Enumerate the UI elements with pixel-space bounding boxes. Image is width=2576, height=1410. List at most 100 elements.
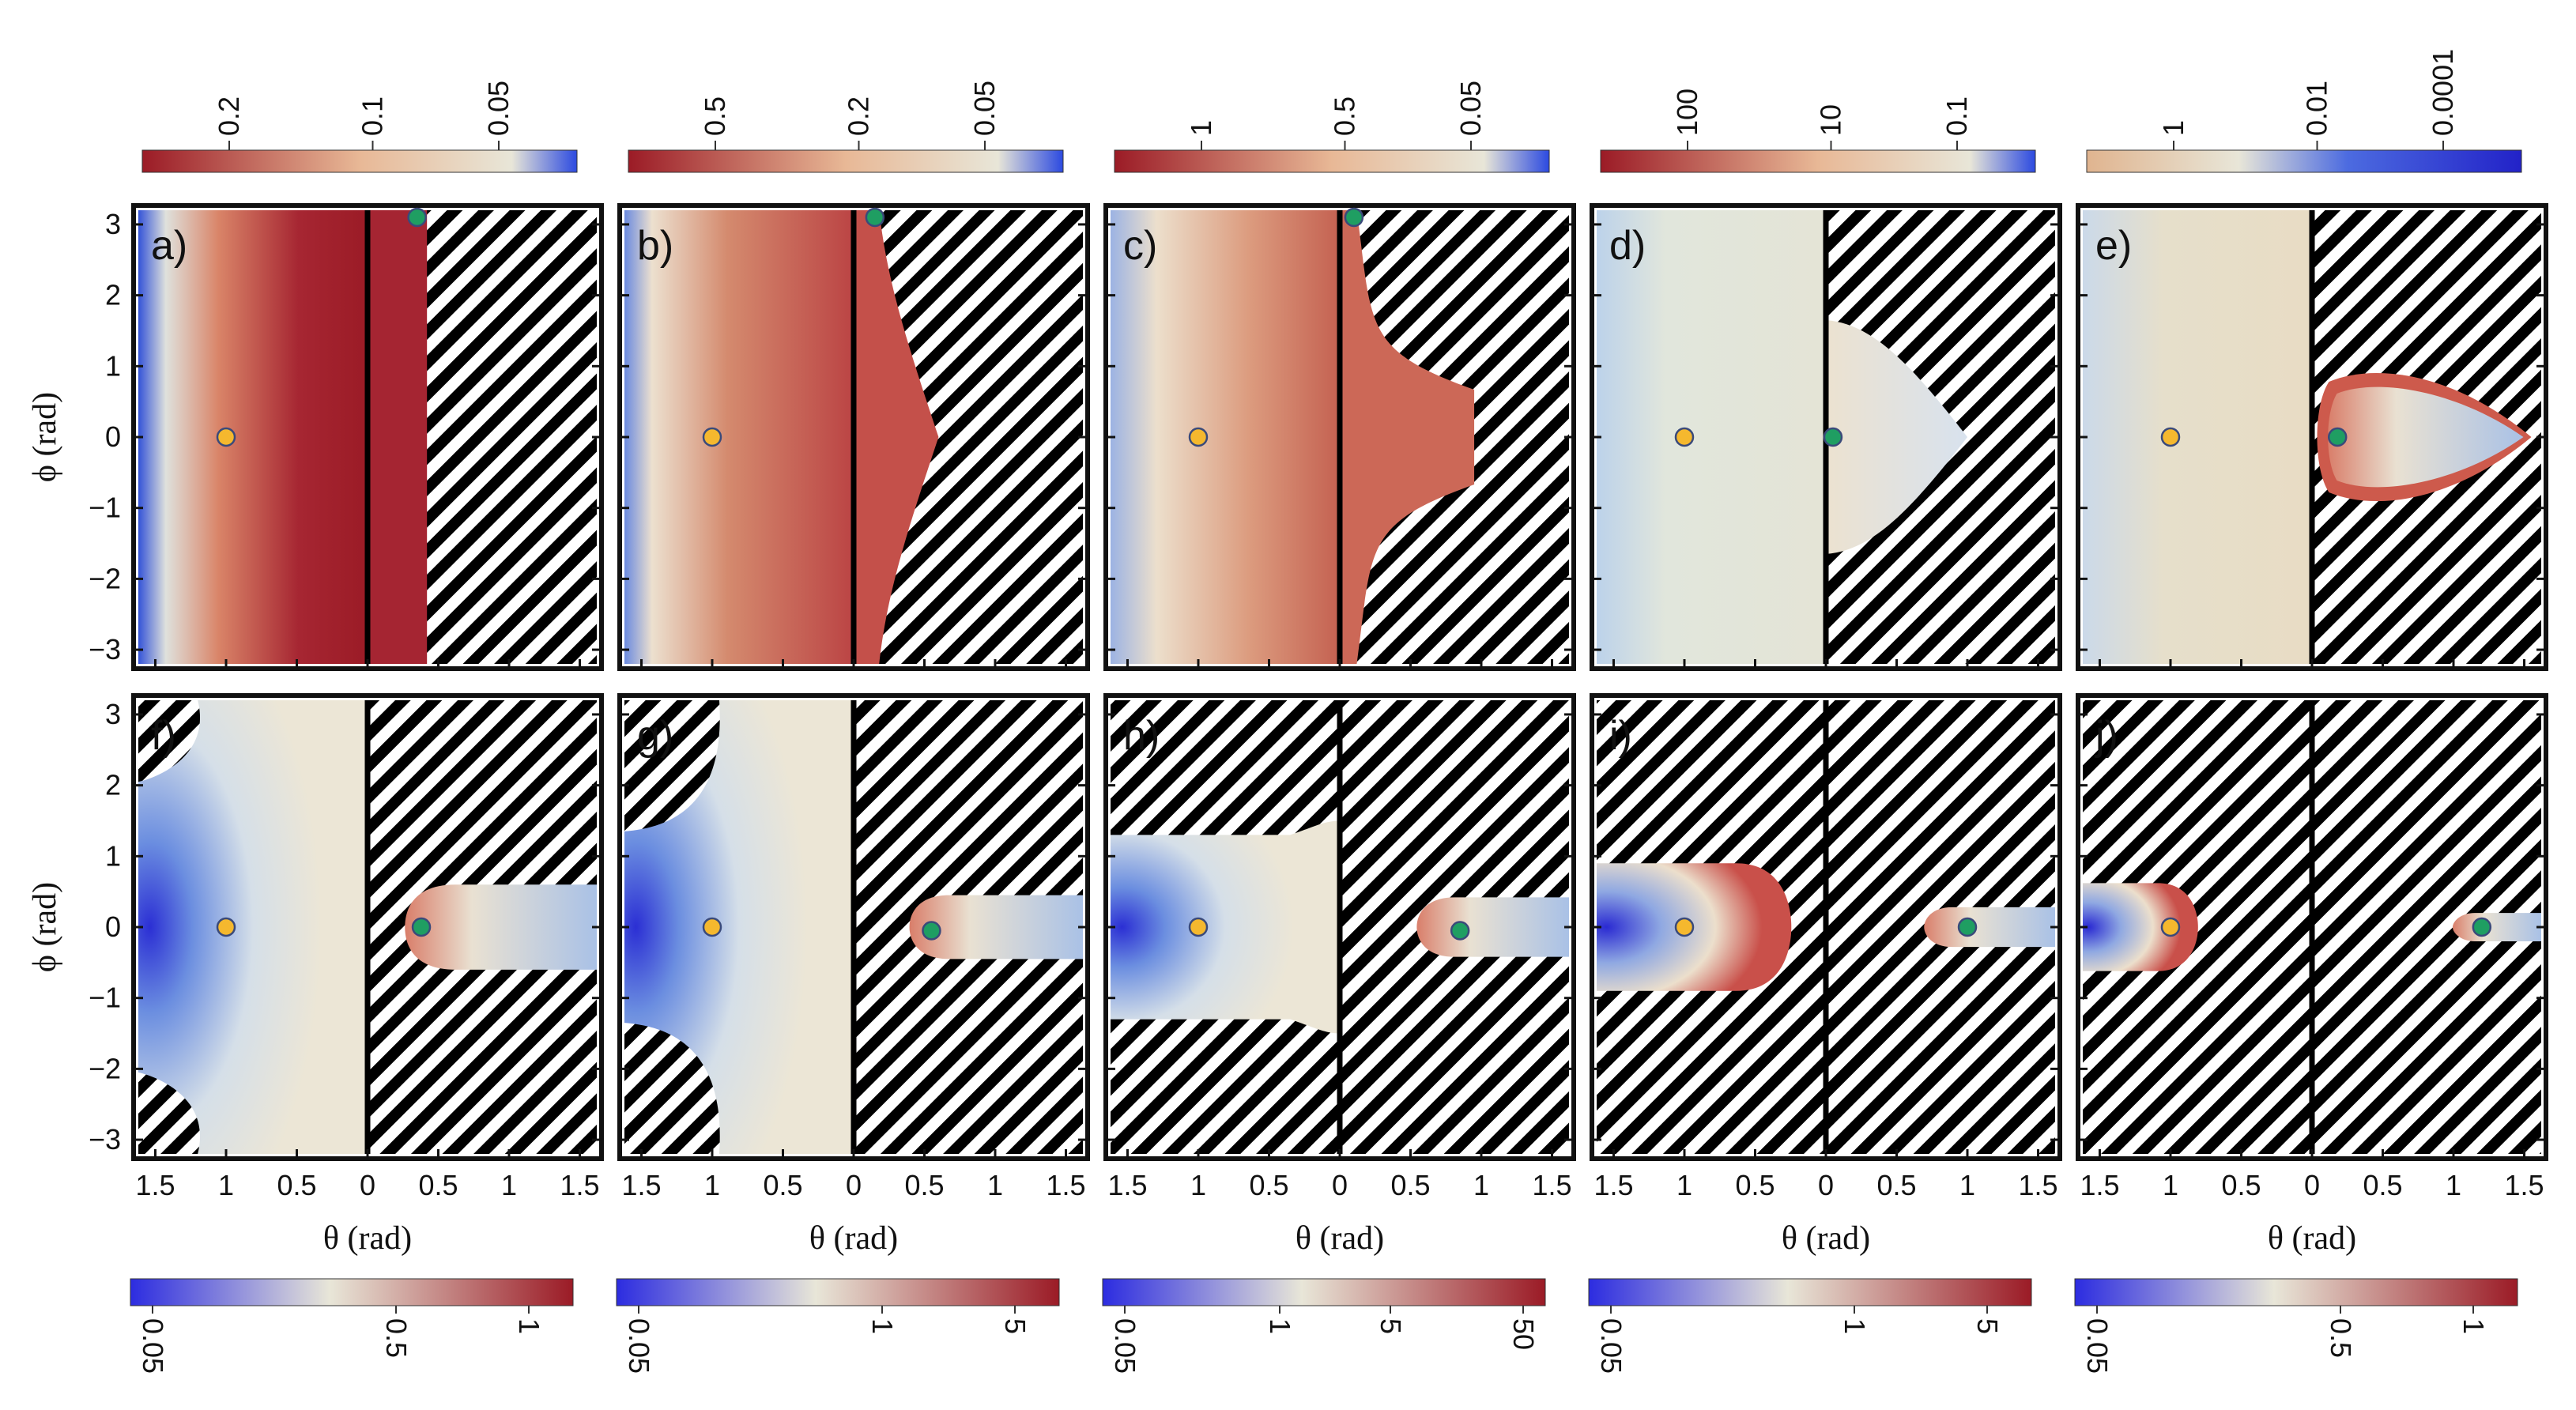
- cold-point: [1674, 427, 1695, 447]
- panel-label: g): [637, 713, 673, 759]
- colorbar-label: 1: [866, 1318, 899, 1334]
- panel-label: f): [151, 713, 176, 759]
- x-tick-label: 1: [1676, 1169, 1692, 1201]
- x-tick-label: 1.5: [1046, 1169, 1085, 1201]
- y-tick-label: −1: [89, 982, 121, 1014]
- cold-point: [702, 917, 722, 937]
- panel-label: d): [1609, 223, 1646, 269]
- heatmap-right: [2328, 386, 2524, 488]
- hot-point: [2327, 427, 2348, 447]
- panel-c: c): [1103, 203, 1576, 671]
- x-tick-label: 1: [218, 1169, 234, 1201]
- hot-point: [1957, 917, 1978, 937]
- x-tick-label: 0.5: [277, 1169, 316, 1201]
- x-tick-label: 1: [704, 1169, 720, 1201]
- x-tick-label: 0: [1332, 1169, 1348, 1201]
- cold-point: [216, 917, 236, 937]
- heatmap-left: [1597, 210, 1826, 664]
- x-tick-label: 1: [2163, 1169, 2178, 1201]
- y-tick-label: 3: [105, 698, 121, 730]
- panel-b: b): [617, 203, 1090, 671]
- colorbar-label: 0.05: [968, 81, 1001, 136]
- panel-label: h): [1123, 713, 1160, 759]
- x-tick-label: 0.5: [1876, 1169, 1916, 1201]
- heatmap-left: [1111, 820, 1340, 1034]
- colorbar-label: 1: [513, 1318, 545, 1334]
- hot-point: [2472, 917, 2492, 937]
- heatmap-right: [1826, 320, 1968, 554]
- panel-label: b): [637, 223, 673, 269]
- y-tick-label: 0: [105, 910, 121, 943]
- y-tick-label: −2: [89, 1052, 121, 1084]
- x-tick-label: 1.5: [1593, 1169, 1633, 1201]
- heatmap-left: [624, 700, 854, 1154]
- heatmap-right: [1416, 897, 1569, 957]
- colorbar-label: 0.05: [1595, 1318, 1627, 1374]
- x-tick-label: 0: [2304, 1169, 2320, 1201]
- panel-a: 3 2 1 0 −1 −2 −3 a): [89, 203, 604, 671]
- y-tick-label: 2: [105, 769, 121, 801]
- colorbar-gradient: [2086, 149, 2522, 173]
- colorbar-label: 1: [1185, 120, 1217, 136]
- colorbar-label: 0.2: [213, 96, 245, 136]
- colorbar-gradient: [1588, 1278, 2032, 1306]
- top-colorbar-a: 0.2 0.1 0.05: [141, 81, 578, 173]
- x-axis-title: θ (rad): [2268, 1220, 2356, 1257]
- x-tick-label: 0.5: [2363, 1169, 2402, 1201]
- x-tick-label: 1: [1959, 1169, 1975, 1201]
- colorbar-label: 0.1: [1940, 96, 1973, 136]
- heatmap-left: [1111, 210, 1340, 664]
- heatmap-right: [2452, 913, 2541, 941]
- top-colorbar-d: 100 10 0.1: [1600, 89, 2036, 173]
- colorbar-label: 1: [1839, 1318, 1871, 1334]
- colorbar-gradient: [1102, 1278, 1546, 1306]
- x-tick-label: 0.5: [418, 1169, 458, 1201]
- colorbar-label: 0.5: [380, 1318, 413, 1358]
- x-tick-label: 0: [846, 1169, 862, 1201]
- x-tick-label: 1.5: [2080, 1169, 2119, 1201]
- x-tick-label: 1.5: [1107, 1169, 1147, 1201]
- panel-f: 3 2 1 0 −1 −2 −3 1.5 1 0.5 0 0.5 1 1.5 f): [89, 693, 604, 1201]
- top-colorbar-c: 1 0.5 0.05: [1114, 81, 1550, 173]
- colorbar-label: 1: [1264, 1318, 1296, 1334]
- colorbar-label: 0.05: [1109, 1318, 1141, 1374]
- x-tick-label: 0: [1818, 1169, 1834, 1201]
- x-tick-label: 0.5: [1249, 1169, 1288, 1201]
- colorbar-gradient: [1600, 149, 2036, 173]
- x-tick-label: 0.5: [1735, 1169, 1775, 1201]
- cold-point: [1188, 917, 1209, 937]
- x-tick-label: 1: [1190, 1169, 1206, 1201]
- y-tick-label: 3: [105, 208, 121, 240]
- colorbar-gradient: [130, 1278, 574, 1306]
- panel-e: e): [2076, 203, 2548, 671]
- cold-point: [2160, 917, 2181, 937]
- y-tick-label: 0: [105, 420, 121, 453]
- x-tick-label: 0.5: [1390, 1169, 1430, 1201]
- hot-point: [865, 207, 885, 228]
- panel-g: 1.5 1 0.5 0 0.5 1 1.5 g): [617, 693, 1090, 1201]
- colorbar-label: 0.05: [1454, 81, 1487, 136]
- bottom-colorbar-g: 0.05 1 5: [616, 1278, 1060, 1374]
- colorbar-label: 0.5: [2325, 1318, 2357, 1358]
- x-tick-label: 1.5: [135, 1169, 175, 1201]
- heatmap-right: [1340, 210, 1475, 664]
- colorbar-gradient: [616, 1278, 1060, 1306]
- colorbar-label: 1: [2157, 120, 2189, 136]
- colorbar-label: 50: [1507, 1318, 1540, 1350]
- y-axis-title: ϕ (rad): [27, 392, 63, 482]
- heatmap-left: [2083, 210, 2312, 664]
- colorbar-label: 0.5: [1329, 96, 1361, 136]
- colorbar-label: 10: [1815, 104, 1847, 136]
- x-axis-title: θ (rad): [809, 1220, 898, 1257]
- x-tick-label: 0: [360, 1169, 375, 1201]
- hot-point: [411, 917, 432, 937]
- cold-point: [702, 427, 722, 447]
- y-tick-label: −3: [89, 1123, 121, 1156]
- panel-d: d): [1590, 203, 2062, 671]
- hot-point: [1823, 427, 1843, 447]
- colorbar-label: 0.1: [356, 96, 389, 136]
- colorbar-label: 0.01: [2301, 81, 2333, 136]
- panel-j: 1.5 1 0.5 0 0.5 1 1.5 j): [2076, 693, 2548, 1201]
- x-tick-label: 0.5: [2221, 1169, 2261, 1201]
- colorbar-label: 0.05: [137, 1318, 169, 1374]
